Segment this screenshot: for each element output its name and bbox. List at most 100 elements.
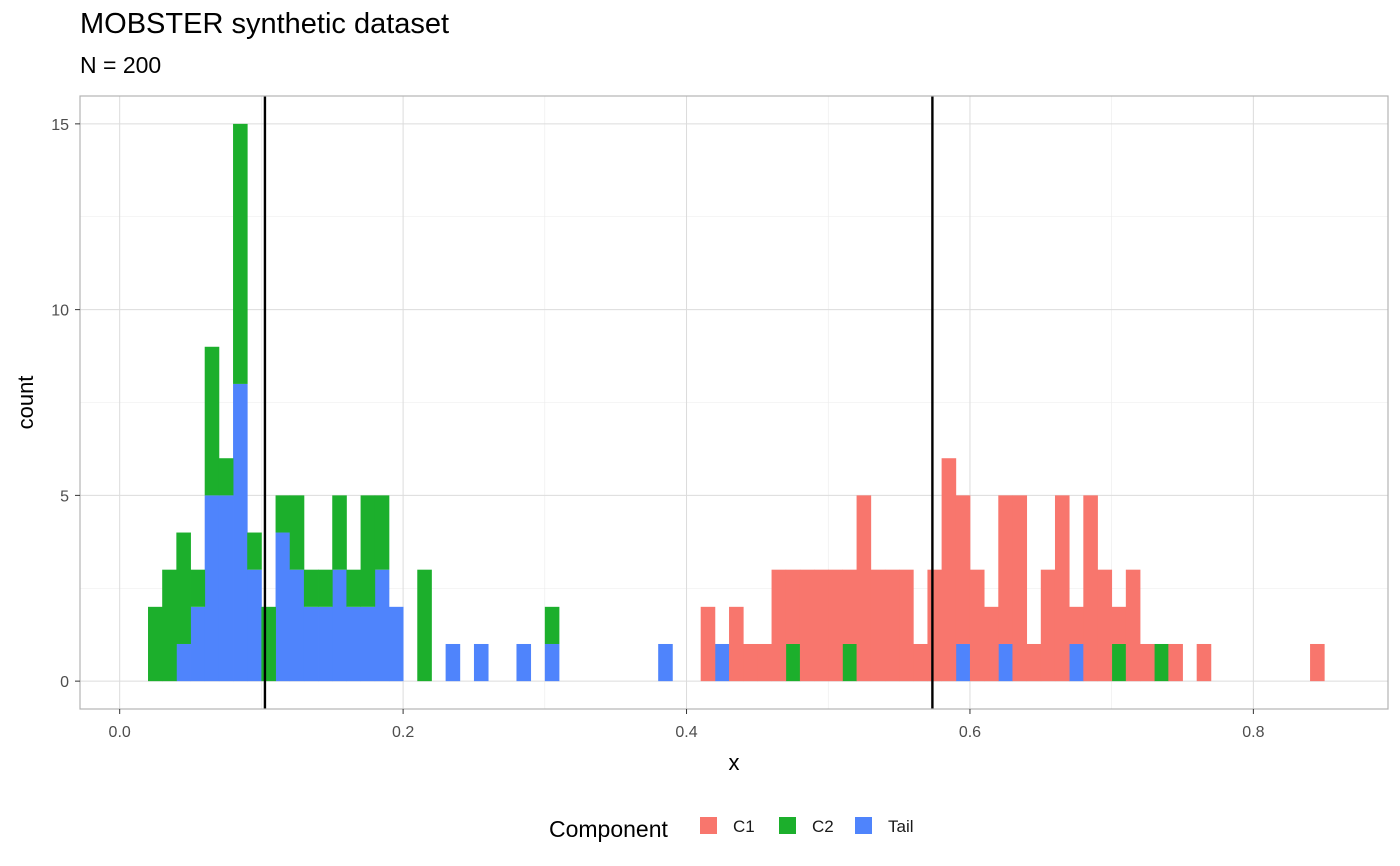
y-tick-label: 0 [60, 674, 69, 691]
bar-tail [275, 532, 291, 682]
bar-c1 [899, 569, 914, 682]
bar-c2 [318, 569, 333, 607]
bar-c1 [1012, 495, 1028, 682]
legend-key-c1 [700, 817, 717, 834]
legend-key-tail [855, 817, 872, 834]
bar-tail [190, 606, 206, 682]
panel-border [79, 95, 1389, 710]
bar-c2 [190, 569, 206, 607]
x-tick-label: 0.0 [109, 724, 131, 741]
bar-tail [218, 495, 234, 682]
bar-c2 [785, 643, 801, 682]
bar-tail [544, 643, 560, 682]
bar-c1 [1026, 643, 1042, 682]
bar-tail [360, 606, 376, 682]
bar-c2 [261, 606, 276, 682]
bar-tail [998, 643, 1013, 682]
bar-c1 [913, 643, 928, 682]
bar-c2 [218, 458, 234, 496]
bar-c1 [856, 495, 872, 682]
y-axis-label: count [13, 376, 38, 430]
bar-tail [332, 569, 347, 682]
bar-c2 [275, 495, 291, 533]
x-axis-label: x [729, 750, 740, 775]
bar-tail [374, 569, 390, 682]
bar-c2 [1154, 643, 1169, 682]
x-tick-label: 0.6 [959, 724, 981, 741]
bar-c1 [955, 495, 971, 644]
bar-tail [388, 606, 404, 682]
bar-c1 [1111, 606, 1127, 644]
bar-c1 [785, 569, 801, 644]
bar-c1 [984, 606, 999, 682]
y-tick-label: 10 [51, 303, 69, 320]
bar-c2 [417, 569, 432, 682]
bar-c2 [1111, 643, 1127, 682]
bar-c1 [700, 606, 716, 682]
bar-c2 [176, 532, 191, 644]
bar-c1 [884, 569, 900, 682]
bar-tail [247, 569, 262, 682]
legend-title: Component [549, 816, 669, 842]
bar-c1 [743, 643, 758, 682]
bar-c2 [162, 569, 177, 682]
bar-c1 [842, 569, 857, 644]
bar-c2 [346, 569, 361, 607]
bar-c1 [1097, 569, 1113, 682]
bar-c1 [927, 569, 943, 682]
bar-c2 [233, 123, 248, 384]
bar-c2 [332, 495, 347, 570]
bar-c1 [969, 569, 985, 682]
bar-c2 [842, 643, 857, 682]
bar-c1 [870, 569, 886, 682]
legend-label-c1: C1 [733, 817, 755, 836]
bar-c2 [303, 569, 319, 607]
bar-tail [289, 569, 305, 682]
y-tick-label: 5 [60, 488, 69, 505]
bar-c1 [1054, 495, 1070, 682]
y-axis-ticks: 0 5 10 15 [51, 117, 80, 691]
bar-c2 [148, 606, 163, 682]
bar-tail [955, 643, 971, 682]
x-tick-label: 0.4 [675, 724, 697, 741]
legend-key-c2 [779, 817, 796, 834]
bar-c1 [757, 643, 772, 682]
histogram-bars [148, 123, 1325, 682]
bar-tail [658, 643, 673, 682]
chart-title: MOBSTER synthetic dataset [80, 8, 450, 40]
bar-c1 [828, 569, 843, 682]
bar-c1 [1168, 643, 1183, 682]
bar-c1 [1125, 569, 1141, 682]
y-tick-label: 15 [51, 117, 69, 134]
bar-c1 [998, 495, 1013, 644]
bar-c1 [1069, 606, 1084, 644]
bar-tail [318, 606, 333, 682]
bar-tail [303, 606, 319, 682]
bar-c2 [544, 606, 560, 644]
legend-label-c2: C2 [812, 817, 834, 836]
bar-tail [714, 643, 730, 682]
bar-c2 [374, 495, 390, 570]
x-tick-label: 0.8 [1242, 724, 1264, 741]
chart-subtitle: N = 200 [80, 52, 162, 78]
bar-tail [346, 606, 361, 682]
bar-tail [233, 383, 248, 682]
vertical-lines [263, 96, 934, 709]
bar-tail [516, 643, 532, 682]
bar-c2 [289, 495, 305, 570]
bar-c1 [1310, 643, 1325, 682]
bar-c1 [1196, 643, 1212, 682]
bar-tail [1069, 643, 1084, 682]
bar-c1 [771, 569, 787, 682]
bar-c1 [1140, 643, 1155, 682]
bar-c2 [204, 346, 220, 496]
bar-c2 [247, 532, 262, 570]
bar-c1 [729, 606, 744, 682]
bar-c2 [360, 495, 376, 607]
bar-c1 [799, 569, 815, 682]
x-tick-label: 0.2 [392, 724, 414, 741]
bar-c1 [814, 569, 829, 682]
legend-label-tail: Tail [888, 817, 914, 836]
bar-c1 [1040, 569, 1056, 682]
